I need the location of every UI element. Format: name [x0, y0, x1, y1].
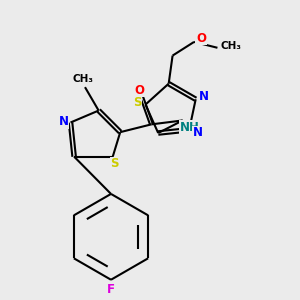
Text: CH₃: CH₃: [220, 41, 242, 51]
Text: O: O: [135, 83, 145, 97]
Text: S: S: [110, 157, 119, 170]
Text: CH₃: CH₃: [73, 74, 94, 84]
Text: O: O: [196, 32, 206, 44]
Text: S: S: [133, 96, 141, 109]
Text: N: N: [193, 126, 203, 140]
Text: N: N: [199, 90, 209, 103]
Text: N: N: [58, 115, 68, 128]
Text: NH: NH: [180, 121, 200, 134]
Text: F: F: [107, 283, 115, 296]
